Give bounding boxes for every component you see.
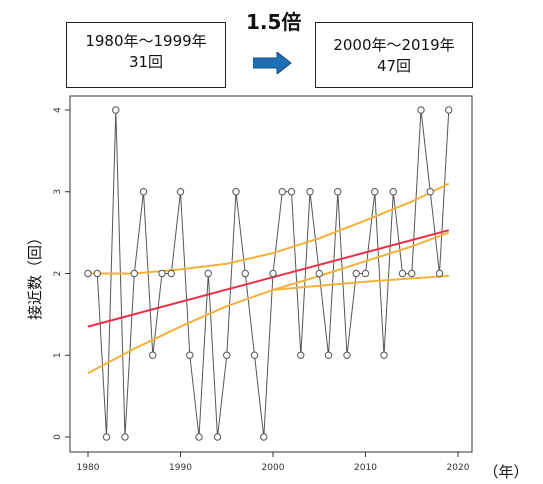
data-point <box>297 351 305 359</box>
data-point <box>186 351 194 359</box>
data-point <box>232 188 240 196</box>
y-tick-label: 2 <box>53 271 63 277</box>
data-point <box>167 269 175 278</box>
data-point <box>250 351 259 359</box>
data-point <box>408 269 416 278</box>
data-point <box>158 269 166 278</box>
x-tick-label: 2000 <box>262 463 285 473</box>
x-tick-label: 1990 <box>169 463 192 473</box>
data-point <box>195 433 203 441</box>
data-point <box>204 269 212 278</box>
data-point <box>139 188 148 196</box>
data-point <box>334 188 342 196</box>
data-point <box>121 433 129 441</box>
data-point <box>315 269 323 278</box>
data-point <box>130 269 138 278</box>
data-point <box>361 269 370 278</box>
data-point <box>112 106 120 114</box>
data-point <box>352 269 360 278</box>
data-point <box>426 188 434 196</box>
x-tick-label: 2010 <box>354 463 377 473</box>
period-box-2000-2019: 2000年～2019年 47回 <box>315 22 473 88</box>
y-axis-label: 接近数（回） <box>26 230 44 320</box>
period-label-2000-2019: 2000年～2019年 <box>333 36 455 54</box>
data-point <box>149 351 157 359</box>
data-point <box>84 269 92 278</box>
x-tick-label: 1980 <box>77 463 100 473</box>
data-point <box>223 351 231 359</box>
period-label-1980-1999: 1980年～1999年 <box>85 32 207 50</box>
period-box-1980-1999: 1980年～1999年 31回 <box>66 22 226 88</box>
x-axis-label: （年） <box>483 463 528 481</box>
y-tick-label: 1 <box>53 352 63 358</box>
trend-line <box>87 229 450 328</box>
data-point <box>417 106 425 114</box>
data-point <box>435 269 444 278</box>
data-point <box>213 433 222 441</box>
data-point <box>343 351 351 359</box>
data-point <box>102 433 111 441</box>
data-point <box>176 188 185 196</box>
count-2000-2019: 47回 <box>376 57 412 75</box>
data-point <box>398 269 407 278</box>
data-point <box>371 188 379 196</box>
data-point <box>287 188 296 196</box>
data-point <box>269 269 277 278</box>
data-point <box>445 106 453 114</box>
data-point <box>241 269 249 278</box>
data-point <box>324 351 333 359</box>
right-arrow-icon <box>253 52 292 74</box>
data-point <box>306 188 314 196</box>
data-point <box>93 269 101 278</box>
annual-count-line <box>88 109 450 438</box>
data-point <box>260 433 268 441</box>
y-tick-label: 3 <box>53 189 63 195</box>
count-1980-1999: 31回 <box>128 53 164 71</box>
y-tick-label: 0 <box>53 434 63 440</box>
data-point <box>380 351 388 359</box>
y-tick-label: 4 <box>53 107 63 113</box>
x-tick-label: 2020 <box>447 463 470 473</box>
confidence-extra-line <box>272 275 449 291</box>
data-point <box>278 188 286 196</box>
confidence-upper-line <box>88 182 450 275</box>
data-point <box>389 188 397 196</box>
ratio-label: 1.5倍 <box>246 10 302 34</box>
